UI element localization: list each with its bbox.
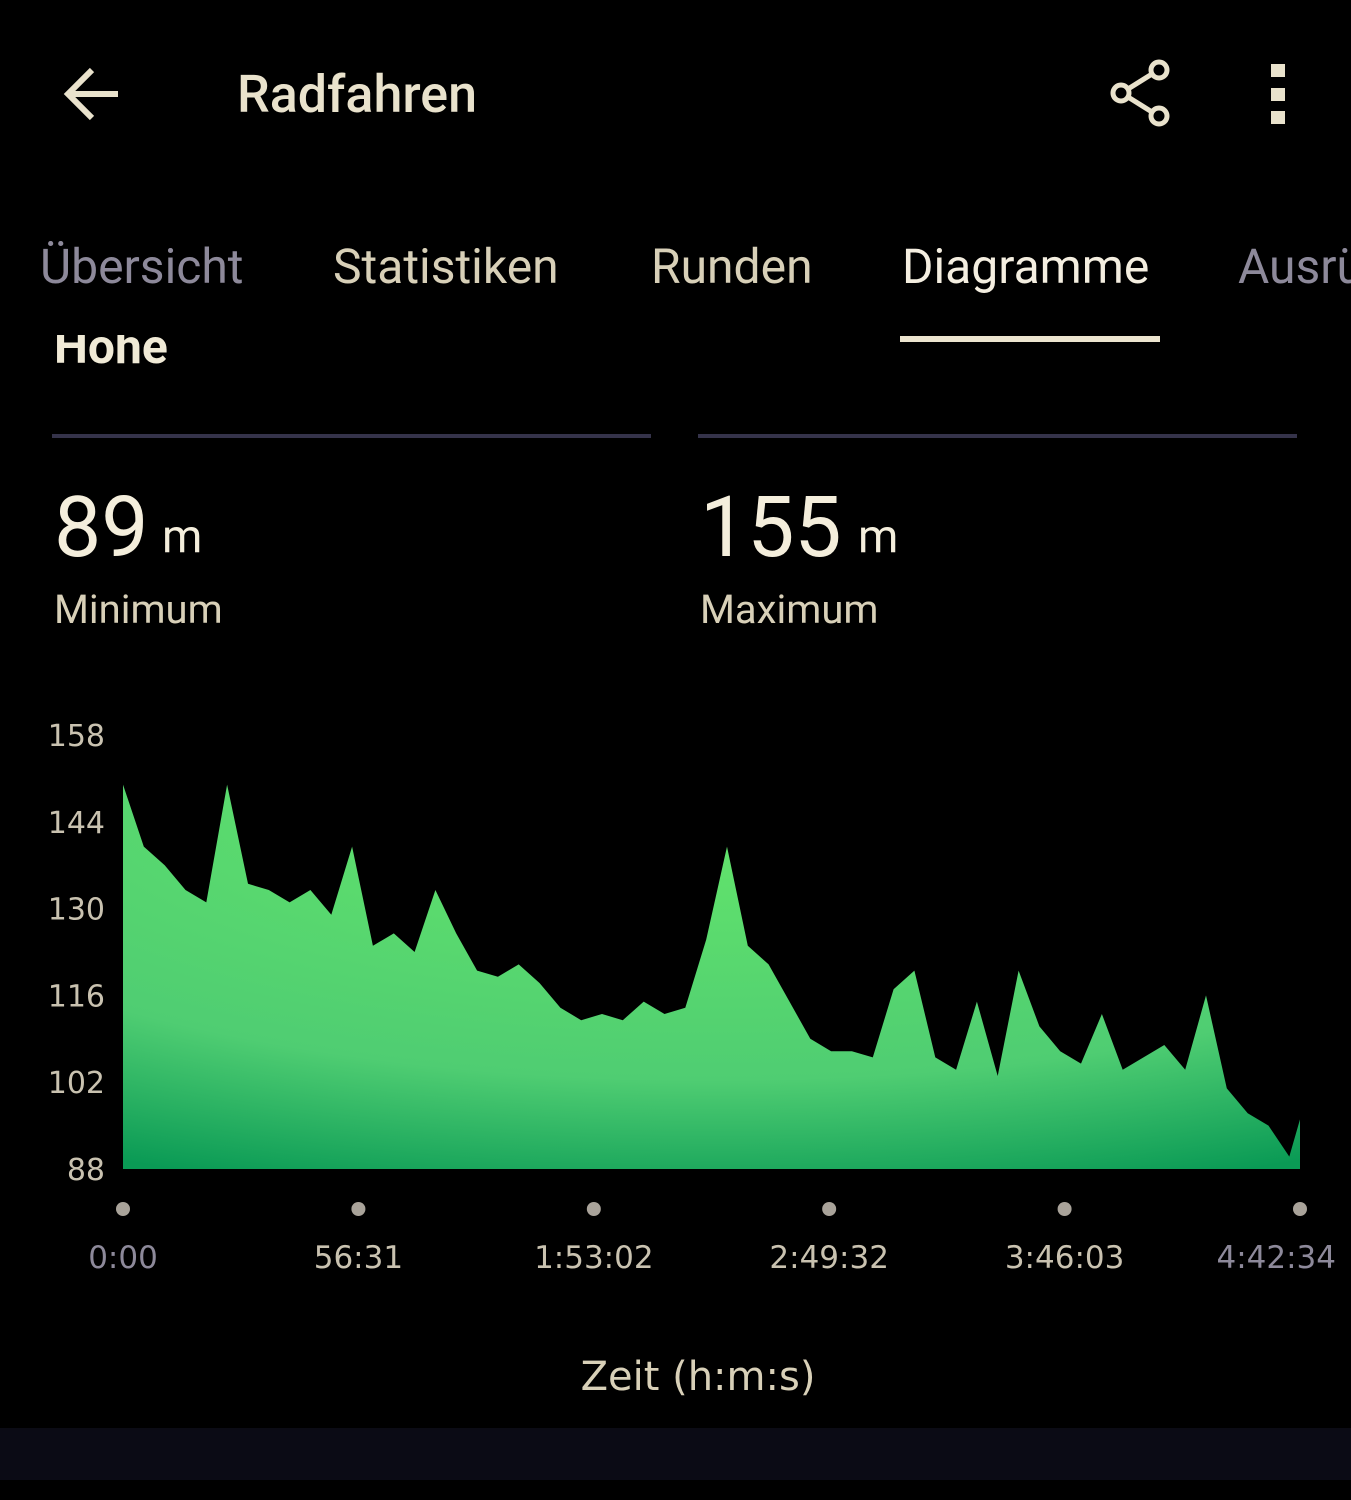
tab[interactable]: Ausrü [1238, 238, 1351, 295]
tab[interactable]: Übersicht [40, 238, 244, 295]
y-tick-label: 116 [48, 979, 105, 1014]
share-button[interactable] [1108, 58, 1174, 128]
tab[interactable]: Diagramme [902, 238, 1150, 295]
x-tick-dot [586, 1202, 601, 1216]
x-tick-dot [1057, 1202, 1072, 1216]
y-tick-label: 102 [48, 1066, 105, 1101]
elevation-area [123, 784, 1300, 1169]
stat-value: 155 [700, 478, 842, 577]
section-title: Höhe [54, 330, 168, 375]
y-tick-label: 158 [48, 719, 105, 754]
stat-label: Minimum [54, 586, 223, 633]
x-tick-dot [1293, 1202, 1307, 1216]
x-tick-label: 2:49:32 [769, 1240, 889, 1276]
back-button[interactable] [60, 62, 124, 126]
x-tick-dot [116, 1202, 130, 1216]
stat-divider [52, 434, 651, 438]
x-tick-label: 1:53:02 [534, 1240, 654, 1276]
stat-value: 89 [54, 478, 149, 577]
section-clip: Höhe [0, 330, 1351, 390]
stat-unit: m [162, 510, 203, 564]
x-tick-label: 56:31 [314, 1240, 403, 1276]
app-bar [0, 0, 1351, 335]
tab-indicator [900, 336, 1160, 342]
x-tick-label: 0:00 [88, 1240, 158, 1276]
chart: 88 102 116 130 144 158 0:00 56:31 1:53:02 2:49:32… [48, 719, 1336, 1400]
tab[interactable]: Runden [651, 238, 813, 295]
tab[interactable]: Statistiken [333, 238, 559, 295]
stat-divider [698, 434, 1297, 438]
page-title: Radfahren [237, 64, 478, 125]
y-tick-label: 130 [48, 893, 105, 928]
x-tick-dot [351, 1202, 366, 1216]
x-axis-title: Zeit (h:m:s) [581, 1354, 816, 1400]
more-button[interactable] [1268, 62, 1290, 126]
stat-unit: m [858, 510, 899, 564]
x-tick-dot [822, 1202, 837, 1216]
x-tick-label: 3:46:03 [1005, 1240, 1125, 1276]
y-tick-label: 144 [48, 806, 105, 841]
x-tick-label: 4:42:34 [1216, 1240, 1336, 1276]
y-tick-label: 88 [67, 1153, 105, 1188]
nav-bar [0, 1428, 1351, 1480]
stat-label: Maximum [700, 586, 879, 633]
